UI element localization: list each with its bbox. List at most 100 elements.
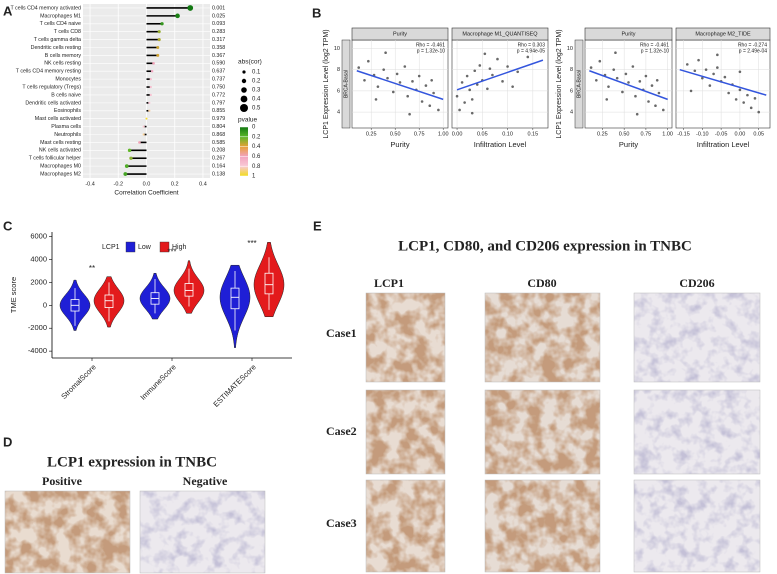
x-tick-label: 1.00 (662, 131, 673, 137)
micrograph-frame (365, 292, 446, 383)
x-axis-label: Infiltration Level (474, 140, 527, 149)
pvalue-label: 0.637 (212, 69, 225, 75)
micrograph-frame (4, 490, 131, 574)
x-tick-label: 0.25 (597, 131, 608, 137)
x-tick-label: 0.10 (502, 131, 513, 137)
dot (149, 85, 152, 89)
dot (129, 156, 133, 160)
annotation: Rho = -0.274 (738, 42, 767, 48)
point (734, 98, 738, 101)
point (624, 72, 628, 76)
point (384, 51, 387, 55)
point (607, 85, 610, 88)
y-axis-label: TME score (9, 277, 18, 313)
pvalue-label: 0.737 (212, 77, 225, 83)
micrograph-frame (484, 292, 601, 383)
category-label: Mast cells resting (40, 140, 81, 146)
x-tick-label: -0.10 (696, 131, 709, 137)
dot (187, 5, 194, 11)
point (738, 88, 742, 92)
point (716, 53, 719, 57)
y-axis-label: LCP1 Expression Level (log2 TPM) (323, 29, 330, 138)
point (723, 75, 727, 79)
dot (142, 133, 145, 136)
legend-size-key (242, 70, 246, 74)
point (712, 72, 715, 76)
point (428, 104, 432, 108)
category-label: Dendritic cells activated (25, 100, 81, 106)
y-tick-label: 10 (567, 46, 573, 52)
y-tick-label: -2000 (28, 323, 47, 332)
facet-title: Macrophage M2_TIDE (695, 31, 751, 37)
x-axis-label: Correlation Coefficient (114, 190, 178, 197)
category-label: Macrophages M0 (40, 164, 81, 170)
point (704, 68, 708, 71)
legend-label: High (172, 244, 187, 251)
x-tick-label: 0.50 (619, 131, 630, 137)
row-header: Case2 (326, 424, 357, 438)
point (376, 85, 380, 88)
legend-label: 0.3 (252, 88, 261, 94)
annotation: Rho = 0.303 (518, 42, 546, 48)
panel-label: D (3, 434, 12, 449)
color-bar (240, 127, 248, 176)
x-tick-label: StromalScore (59, 362, 97, 400)
side-strip (341, 39, 351, 129)
point (511, 85, 514, 88)
x-tick-label: -0.2 (114, 181, 123, 187)
dot (127, 148, 132, 153)
dot (124, 164, 129, 168)
facet-strip (351, 27, 449, 41)
category-label: B cells naive (51, 92, 81, 98)
y-tick-label: 6 (570, 88, 573, 94)
category-label: T cells regulatory (Tregs) (22, 84, 81, 90)
micrograph-stain (366, 293, 445, 382)
point (391, 90, 395, 94)
point (708, 84, 712, 87)
legend-swatch (125, 241, 136, 253)
point (746, 93, 749, 97)
micrograph-frame (633, 292, 761, 383)
violin (253, 242, 285, 318)
point (473, 69, 477, 73)
point (598, 59, 602, 63)
point (654, 104, 657, 108)
x-tick-label: 0.15 (527, 131, 538, 137)
category-label: T cells CD4 memory activated (10, 5, 81, 11)
point (757, 110, 761, 114)
pvalue-label: 0.750 (212, 84, 225, 90)
legend-label: Low (138, 244, 152, 251)
point (406, 94, 409, 98)
x-tick-label: 0.0 (143, 181, 151, 187)
legend-label: 0.8 (252, 164, 261, 170)
point (595, 78, 598, 82)
x-tick-label: -0.4 (85, 181, 94, 187)
micrograph-stain (485, 293, 600, 382)
x-tick-label: ESTIMATEScore (211, 362, 257, 408)
point (727, 91, 730, 95)
dot (157, 30, 161, 34)
category-label: NK cells resting (44, 61, 81, 67)
box (104, 294, 114, 309)
category-label: NK cells activated (39, 148, 81, 154)
point (496, 57, 499, 61)
pvalue-label: 0.358 (212, 45, 225, 51)
plot-background (675, 39, 771, 129)
y-tick-label: 10 (334, 46, 340, 52)
column-header: CD206 (679, 276, 714, 290)
point (685, 63, 689, 66)
category-label: T cells gamma delta (34, 37, 81, 43)
legend-size-key (240, 95, 248, 103)
micrograph-stain (366, 480, 445, 572)
pvalue-label: 0.367 (212, 53, 225, 59)
point (655, 78, 659, 82)
x-tick-label: 0.50 (390, 131, 401, 137)
pvalue-label: 0.317 (212, 37, 225, 43)
point (408, 112, 411, 116)
point (403, 65, 407, 68)
pvalue-label: 0.093 (212, 21, 225, 27)
category-label: Plasma cells (51, 124, 81, 130)
micrograph-frame (484, 479, 601, 573)
fit-line (679, 68, 767, 96)
pvalue-label: 0.267 (212, 156, 225, 162)
